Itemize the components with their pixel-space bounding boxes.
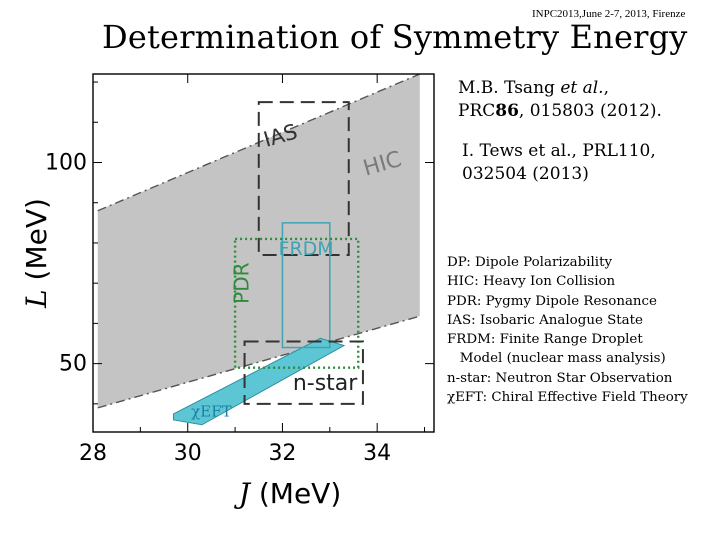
reference-tsang: M.B. Tsang et al., PRC86, 015803 (2012). xyxy=(458,77,662,123)
reference-tsang-line1: M.B. Tsang et al., xyxy=(458,77,662,100)
ias-box xyxy=(257,101,350,257)
ref1-journal: PRC xyxy=(458,101,496,121)
ref1-volume: 86 xyxy=(495,101,519,121)
ref1-authors: M.B. Tsang xyxy=(458,78,561,98)
ref1-pages: , 015803 (2012). xyxy=(518,101,662,121)
y-axis-symbol: L xyxy=(20,280,53,309)
x-tick-label-34: 34 xyxy=(363,441,391,466)
nstar-label: n-star xyxy=(293,371,358,396)
legend-line-hic: HIC: Heavy Ion Collision xyxy=(447,274,616,290)
frdm-box xyxy=(281,222,331,349)
abbreviation-legend: DP: Dipole Polarizability HIC: Heavy Ion… xyxy=(447,253,688,407)
legend-line-pdr: PDR: Pygmy Dipole Resonance xyxy=(447,293,657,309)
reference-tews: I. Tews et al., PRL110, 032504 (2013) xyxy=(462,140,656,186)
reference-tsang-line2: PRC86, 015803 (2012). xyxy=(458,100,662,123)
reference-tews-line2: 032504 (2013) xyxy=(462,164,589,184)
x-tick-label-28: 28 xyxy=(79,441,107,466)
pdr-label: PDR xyxy=(229,262,253,303)
ref1-comma: , xyxy=(603,78,609,98)
frdm-label: FRDM xyxy=(279,238,334,260)
x-tick-label-32: 32 xyxy=(268,441,296,466)
x-axis-unit: (MeV) xyxy=(259,477,341,510)
ref1-etal: et al. xyxy=(560,78,604,98)
plot-frame xyxy=(92,73,435,433)
conference-header: INPC2013,June 2-7, 2013, Firenze xyxy=(532,8,686,20)
nstar-box xyxy=(243,340,364,405)
y-tick-label-50: 50 xyxy=(59,352,87,377)
legend-line-nstar: n-star: Neutron Star Observation xyxy=(447,370,673,386)
y-axis-unit: (MeV) xyxy=(20,198,53,280)
x-axis-title: J (MeV) xyxy=(234,477,342,510)
x-tick-label-30: 30 xyxy=(174,441,202,466)
legend-line-chieft: χEFT: Chiral Effective Field Theory xyxy=(447,390,688,406)
hic-lower-edge xyxy=(97,315,420,409)
legend-line-dp: DP: Dipole Polarizability xyxy=(447,255,613,270)
slide-title: Determination of Symmetry Energy xyxy=(102,18,688,56)
legend-line-frdm: FRDM: Finite Range Droplet xyxy=(447,332,643,348)
y-tick-label-100: 100 xyxy=(45,150,87,175)
legend-line-frdm-cont: Model (nuclear mass analysis) xyxy=(447,351,666,367)
chieft-label: χEFT xyxy=(191,403,231,421)
plot-area xyxy=(97,74,421,426)
pdr-box xyxy=(233,237,360,369)
legend-line-ias: IAS: Isobaric Analogue State xyxy=(447,312,643,328)
x-axis-symbol: J xyxy=(234,477,259,510)
y-axis-title: L (MeV) xyxy=(20,198,53,309)
reference-tews-line1: I. Tews et al., PRL110, xyxy=(462,141,656,161)
